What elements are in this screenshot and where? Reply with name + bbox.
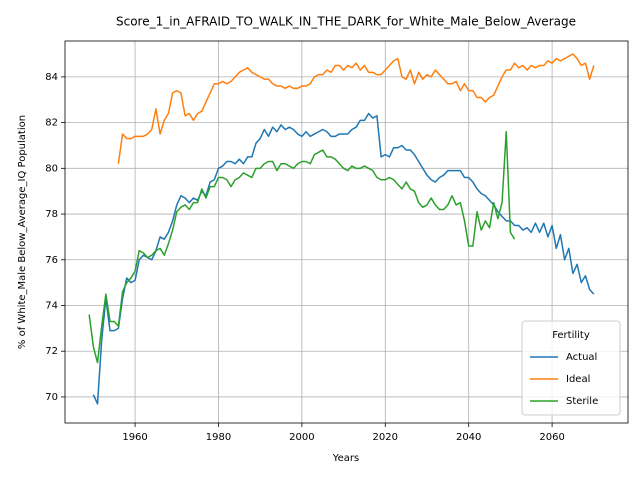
x-tick-label: 1960 [122,432,147,443]
y-tick-label: 84 [45,72,58,83]
y-tick-label: 74 [45,300,58,311]
legend-label: Ideal [566,374,590,385]
x-axis-label: Years [332,453,359,464]
x-tick-label: 2040 [456,432,481,443]
x-tick-label: 2000 [289,432,314,443]
y-tick-label: 82 [45,118,58,129]
y-tick-label: 72 [45,346,58,357]
plot-frame [64,40,629,424]
y-tick-label: 76 [45,255,58,266]
y-tick-label: 70 [45,392,58,403]
x-tick-label: 1980 [206,432,231,443]
legend-label: Actual [566,352,597,363]
line-series [88,131,516,364]
x-tick-label: 2060 [539,432,564,443]
x-tick-label: 2020 [373,432,398,443]
chart-title: Score_1_in_AFRAID_TO_WALK_IN_THE_DARK_fo… [116,15,576,29]
y-tick-label: 78 [45,209,58,220]
legend-label: Sterile [566,396,598,407]
line-series [117,53,595,164]
y-axis-label: % of White_Male Below_Average_IQ Populat… [17,115,28,349]
legend-title: Fertility [552,330,590,341]
legend-box [521,320,621,416]
y-tick-label: 80 [45,163,58,174]
